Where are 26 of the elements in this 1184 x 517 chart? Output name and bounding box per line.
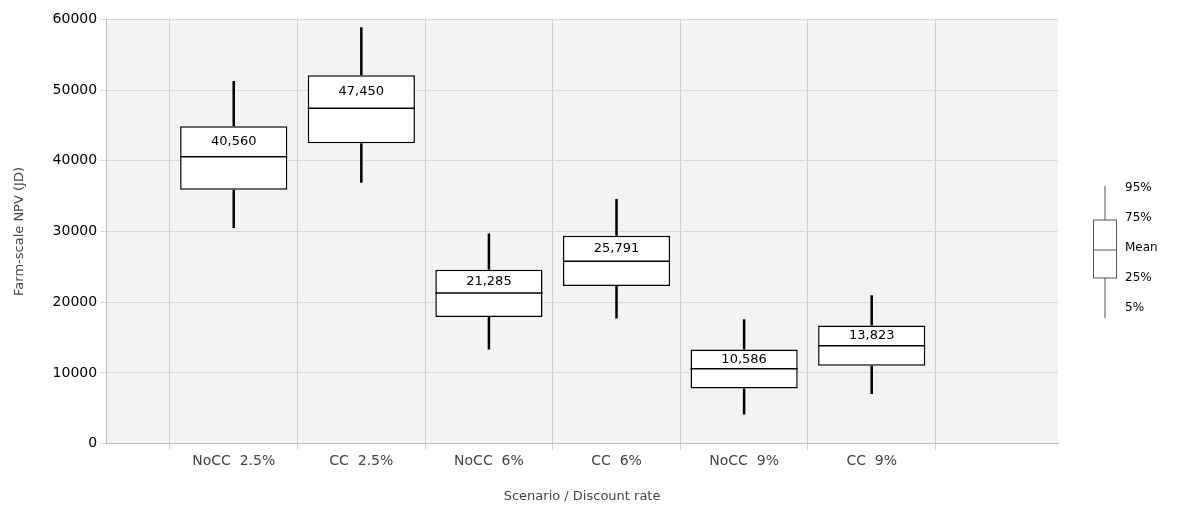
x-axis-title: Scenario / Discount rate <box>503 487 661 503</box>
y-tick-label: 10000 <box>52 363 98 380</box>
text: 10,586 <box>721 350 767 366</box>
text: 25% <box>1125 270 1152 284</box>
y-axis-title: Farm-scale NPV (JD) <box>11 167 27 296</box>
text: 75% <box>1125 210 1152 224</box>
x-tick-label: NoCC 9% <box>709 451 779 468</box>
text: 95% <box>1125 180 1152 194</box>
x-tick-label: CC 2.5% <box>329 451 394 468</box>
x-tick-label: CC 6% <box>591 451 642 468</box>
y-tick-label: 50000 <box>52 80 98 97</box>
y-tick-label: 60000 <box>52 10 98 27</box>
x-tick-label: NoCC 2.5% <box>192 451 276 468</box>
y-tick-label: 30000 <box>52 222 98 239</box>
text: Mean <box>1125 240 1158 254</box>
text: 21,285 <box>466 272 512 288</box>
text: 47,450 <box>338 83 385 99</box>
y-tick-label: 40000 <box>52 151 98 168</box>
y-tick-label: 0 <box>88 434 98 451</box>
y-tick-label: 20000 <box>52 292 98 309</box>
x-tick-label: CC 9% <box>846 451 898 468</box>
text: 13,823 <box>848 327 895 343</box>
text: 40,560 <box>210 132 257 148</box>
x-tick-label: NoCC 6% <box>454 451 524 468</box>
text: 25,791 <box>593 239 640 255</box>
text: 5% <box>1125 300 1145 314</box>
